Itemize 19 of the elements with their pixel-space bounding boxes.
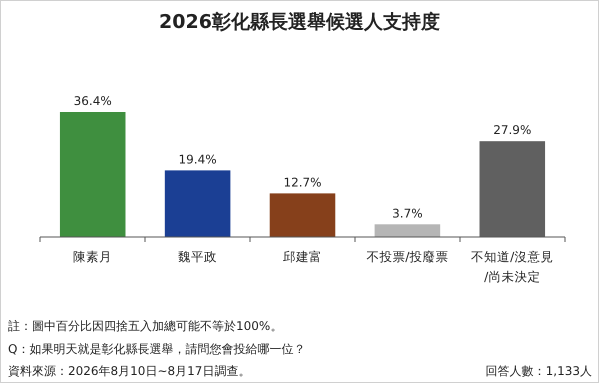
x-tick-label: 陳素月 [73, 249, 112, 264]
x-tick-label: 不投票/投廢票 [366, 249, 449, 264]
data-label: 19.4% [178, 152, 217, 166]
text: Q：如果明天就是彰化縣長選舉，請問您會投給哪一位？ [8, 342, 306, 356]
data-label: 27.9% [493, 123, 532, 138]
bar [270, 193, 336, 237]
source-note: 資料來源：2026年8月10日~8月17日調查。 [8, 364, 250, 378]
data-label: 36.4% [74, 94, 112, 108]
bar [374, 224, 440, 237]
data-label: 12.7% [283, 175, 322, 190]
bar [164, 170, 230, 237]
text: 註：圖中百分比因四捨五入加總可能不等於100%。 [8, 319, 282, 333]
bar [60, 112, 126, 237]
x-tick-label: 不知道/沒意見/尚未決定 [471, 249, 554, 284]
text: 回答人數：1,133人 [486, 364, 592, 378]
x-tick-label: 魏平政 [178, 249, 218, 264]
data-label: 3.7% [392, 206, 423, 220]
chart-title: 2026彰化縣長選舉候選人支持度 [159, 11, 440, 33]
x-tick-label: 邱建富 [283, 249, 322, 264]
